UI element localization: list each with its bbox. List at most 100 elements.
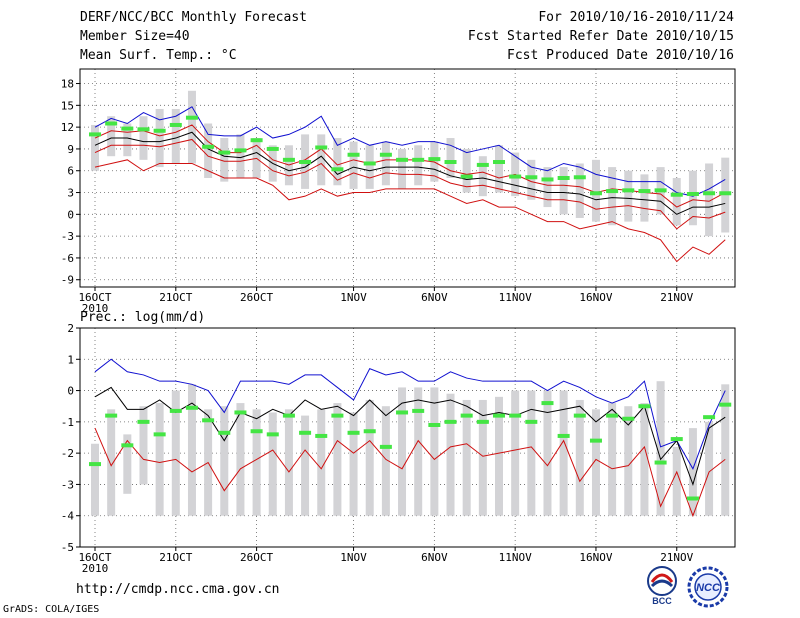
mean-line <box>94 131 726 215</box>
median-marker <box>347 152 360 157</box>
spread-box <box>236 403 245 516</box>
mean-line <box>94 386 726 487</box>
median-marker <box>589 191 602 196</box>
x-tick-label: 21NOV <box>660 291 693 304</box>
median-marker <box>153 432 166 437</box>
spread-box <box>462 148 471 193</box>
median-marker <box>428 422 441 427</box>
spread-box <box>688 428 697 516</box>
spread-box <box>187 90 196 164</box>
spread-box <box>349 412 358 516</box>
y-tick-label: -2 <box>61 447 74 460</box>
median-marker <box>121 126 134 131</box>
spread-box <box>365 399 374 516</box>
median-marker <box>509 174 522 179</box>
median-marker <box>315 145 328 150</box>
spread-box <box>220 406 229 516</box>
spread-box <box>446 138 455 178</box>
spread-box <box>640 403 649 516</box>
spread-box <box>495 396 503 516</box>
spread-box <box>624 406 633 516</box>
bcc-logo: BCC <box>647 566 677 606</box>
median-marker <box>153 128 166 133</box>
plot-frame <box>79 327 736 548</box>
spread-box <box>705 421 714 516</box>
median-marker <box>234 148 247 153</box>
spread-box <box>543 167 552 208</box>
median-marker <box>444 160 457 165</box>
median-marker <box>573 175 586 180</box>
median-marker <box>719 191 732 196</box>
median-marker <box>169 122 182 127</box>
prec-panel-label: Prec.: log(mm/d) <box>80 310 206 325</box>
median-marker <box>573 413 586 418</box>
median-marker <box>105 413 118 418</box>
spread-box <box>349 141 358 189</box>
forecast-period: For 2010/10/16-2010/11/24 <box>538 10 734 25</box>
median-marker <box>460 413 473 418</box>
median-marker <box>606 413 619 418</box>
spread-box <box>462 399 471 516</box>
median-marker <box>493 413 505 418</box>
spread-box <box>527 159 536 200</box>
spread-box <box>446 393 455 516</box>
spread-box <box>672 446 681 516</box>
spread-box <box>381 406 390 516</box>
median-marker <box>121 443 134 448</box>
spread-box <box>317 134 326 186</box>
footer-url[interactable]: http://cmdp.ncc.cma.gov.cn <box>76 582 280 597</box>
spread-box <box>284 409 293 516</box>
median-marker <box>347 430 360 435</box>
x-tick-label: 6NOV <box>421 291 448 304</box>
median-marker <box>557 176 570 180</box>
median-marker <box>266 432 279 437</box>
y-tick-label: -4 <box>61 510 75 523</box>
spread-box <box>236 134 245 178</box>
x-year-label: 2010 <box>82 562 109 575</box>
spread-box <box>398 148 407 189</box>
min-line <box>94 159 726 263</box>
median-marker <box>299 160 312 165</box>
y-tick-label: -3 <box>61 230 74 243</box>
median-marker <box>266 146 279 151</box>
y-tick-label: -1 <box>61 416 74 429</box>
median-marker <box>331 167 344 172</box>
median-marker <box>525 419 538 424</box>
spread-box <box>365 145 374 189</box>
upper-line <box>94 124 726 208</box>
spread-box <box>640 174 649 222</box>
median-marker <box>686 496 699 501</box>
x-tick-label: 1NOV <box>340 291 367 304</box>
spread-box <box>139 116 148 160</box>
spread-box <box>608 167 617 226</box>
y-tick-label: -6 <box>61 252 74 265</box>
median-marker <box>670 192 683 197</box>
median-marker <box>396 410 409 415</box>
y-tick-label: 15 <box>61 99 74 112</box>
spread-box <box>575 163 584 218</box>
median-marker <box>541 177 554 182</box>
x-tick-label: 16NOV <box>579 551 612 564</box>
median-marker <box>476 419 489 424</box>
spread-box <box>139 406 148 485</box>
spread-box <box>672 178 681 226</box>
spread-box <box>268 412 277 516</box>
spread-box <box>656 381 665 516</box>
spread-box <box>543 390 552 516</box>
x-tick-label: 16OCT <box>78 291 111 304</box>
median-marker <box>379 152 392 157</box>
median-marker <box>428 157 441 162</box>
median-marker <box>670 437 683 442</box>
panel-temperature: -9 -6 -3 0 3 6 9 12 15 18 16OCT 21OCT 26OCT 1NOV 6NOV 1… <box>61 68 736 315</box>
x-tick-label: 1NOV <box>340 551 367 564</box>
spread-box <box>414 387 423 516</box>
spread-box <box>705 163 714 237</box>
spread-box <box>220 138 229 182</box>
median-marker <box>444 419 457 424</box>
median-marker <box>299 430 312 435</box>
median-marker <box>541 401 554 406</box>
spread-box <box>575 399 584 516</box>
x-tick-label: 26OCT <box>240 551 273 564</box>
min-line <box>94 427 726 518</box>
